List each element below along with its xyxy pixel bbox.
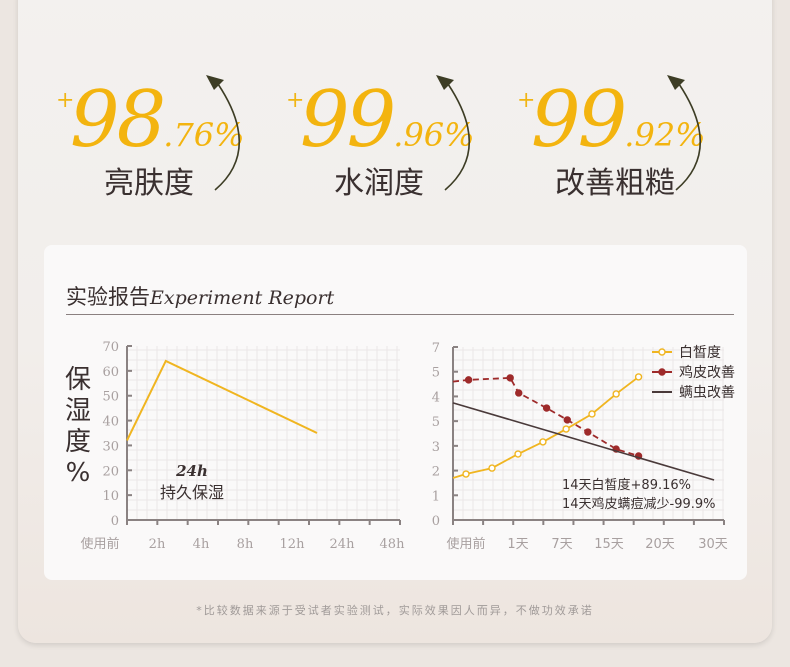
series-line-moisture [126, 359, 318, 441]
y-tick-label: 50 [102, 390, 119, 405]
legend-label: 螨虫改善 [679, 385, 735, 401]
y-tick-label: 70 [102, 340, 119, 355]
stat-plus: + [286, 88, 305, 113]
arc-arrow-icon [444, 83, 471, 191]
y-tick-label: 20 [102, 464, 119, 479]
x-tick-label: 15天 [594, 537, 624, 552]
stat-decimal: .76% [163, 116, 245, 154]
y-tick-label: 0 [432, 514, 440, 529]
stat-decimal: .92% [624, 116, 706, 154]
data-point [588, 410, 596, 418]
y-axis-label: % [66, 458, 91, 488]
x-tick-label: 48h [380, 537, 406, 552]
stat-label: 改善粗糙 [555, 166, 675, 201]
stat-plus: + [56, 88, 75, 113]
legend-marker [658, 368, 666, 376]
arc-arrow-icon [675, 83, 702, 191]
stat-decimal: .96% [393, 116, 475, 154]
series-line-mite [452, 402, 715, 481]
footnote: *比较数据来源于受试者实验测试，实际效果因人而异，不做功效承诺 [196, 604, 594, 617]
x-tick-label: 20天 [645, 537, 675, 552]
annotation-lasting: 持久保湿 [160, 483, 224, 502]
legend-marker [658, 348, 666, 356]
legend-label: 白皙度 [679, 345, 721, 361]
y-tick-label: 1 [432, 489, 440, 504]
y-tick-label: 0 [111, 514, 119, 529]
data-point [506, 374, 514, 382]
report-title-en: Experiment Report [150, 287, 335, 309]
x-tick-label: 7天 [551, 537, 572, 552]
stat-label: 水润度 [334, 166, 424, 201]
data-point [542, 404, 551, 412]
x-tick-label: 2h [149, 537, 166, 552]
y-tick-label: 5 [432, 415, 440, 430]
x-tick-label: 12h [280, 537, 306, 552]
data-point [488, 464, 496, 472]
y-tick-label: 10 [102, 489, 119, 504]
x-tick-label: 使用前 [446, 536, 485, 552]
stat-value: 99 [300, 75, 396, 165]
annotation: 14天鸡皮螨痘减少-99.9% [562, 496, 716, 512]
y-axis-label: 保 [65, 365, 91, 395]
x-tick-label: 4h [193, 537, 210, 552]
y-tick-label: 40 [102, 415, 119, 430]
data-point [612, 390, 620, 398]
divider [66, 314, 734, 315]
y-tick-label: 30 [102, 439, 119, 454]
y-tick-label: 7 [432, 341, 440, 356]
data-point [539, 438, 547, 446]
stat-plus: + [517, 88, 536, 113]
stat-value: 98 [70, 75, 166, 165]
y-axis-label: 湿 [65, 396, 91, 426]
x-tick-label: 1天 [507, 537, 528, 552]
x-tick-label: 8h [237, 537, 254, 552]
stat-label: 亮肤度 [104, 166, 194, 201]
data-point [514, 450, 522, 458]
stat-value: 99 [531, 75, 627, 165]
data-point [462, 470, 470, 478]
y-axis-label: 度 [65, 427, 91, 457]
legend-label: 鸡皮改善 [679, 364, 735, 381]
x-tick-label: 使用前 [80, 536, 119, 552]
series-line-whiteness [452, 376, 640, 479]
data-point [563, 416, 571, 424]
y-tick-label: 60 [102, 365, 119, 380]
data-point [584, 428, 592, 436]
stat-roughness: + 99.92% 改善粗糙 [513, 70, 733, 201]
data-point [634, 373, 643, 381]
y-tick-label: 4 [432, 390, 440, 405]
annotation-24h: 24h [175, 462, 208, 480]
data-point [464, 376, 473, 384]
data-point [515, 389, 523, 397]
report-title: 实验报告Experiment Report [66, 281, 334, 311]
annotation: 14天白皙度+89.16% [562, 477, 691, 493]
stat-moisture: + 99.96% 水润度 [282, 70, 502, 201]
experiment-report-card: 实验报告Experiment Report [44, 245, 747, 580]
y-tick-label: 5 [432, 366, 440, 381]
arc-arrow-icon [214, 83, 241, 191]
x-tick-label: 24h [330, 537, 356, 552]
x-tick-label: 30天 [698, 537, 728, 552]
stat-brightness: + 98.76% 亮肤度 [52, 70, 272, 201]
report-title-cn: 实验报告 [66, 285, 150, 309]
y-tick-label: 3 [432, 440, 440, 455]
data-point [562, 425, 570, 433]
y-tick-label: 2 [432, 465, 440, 480]
